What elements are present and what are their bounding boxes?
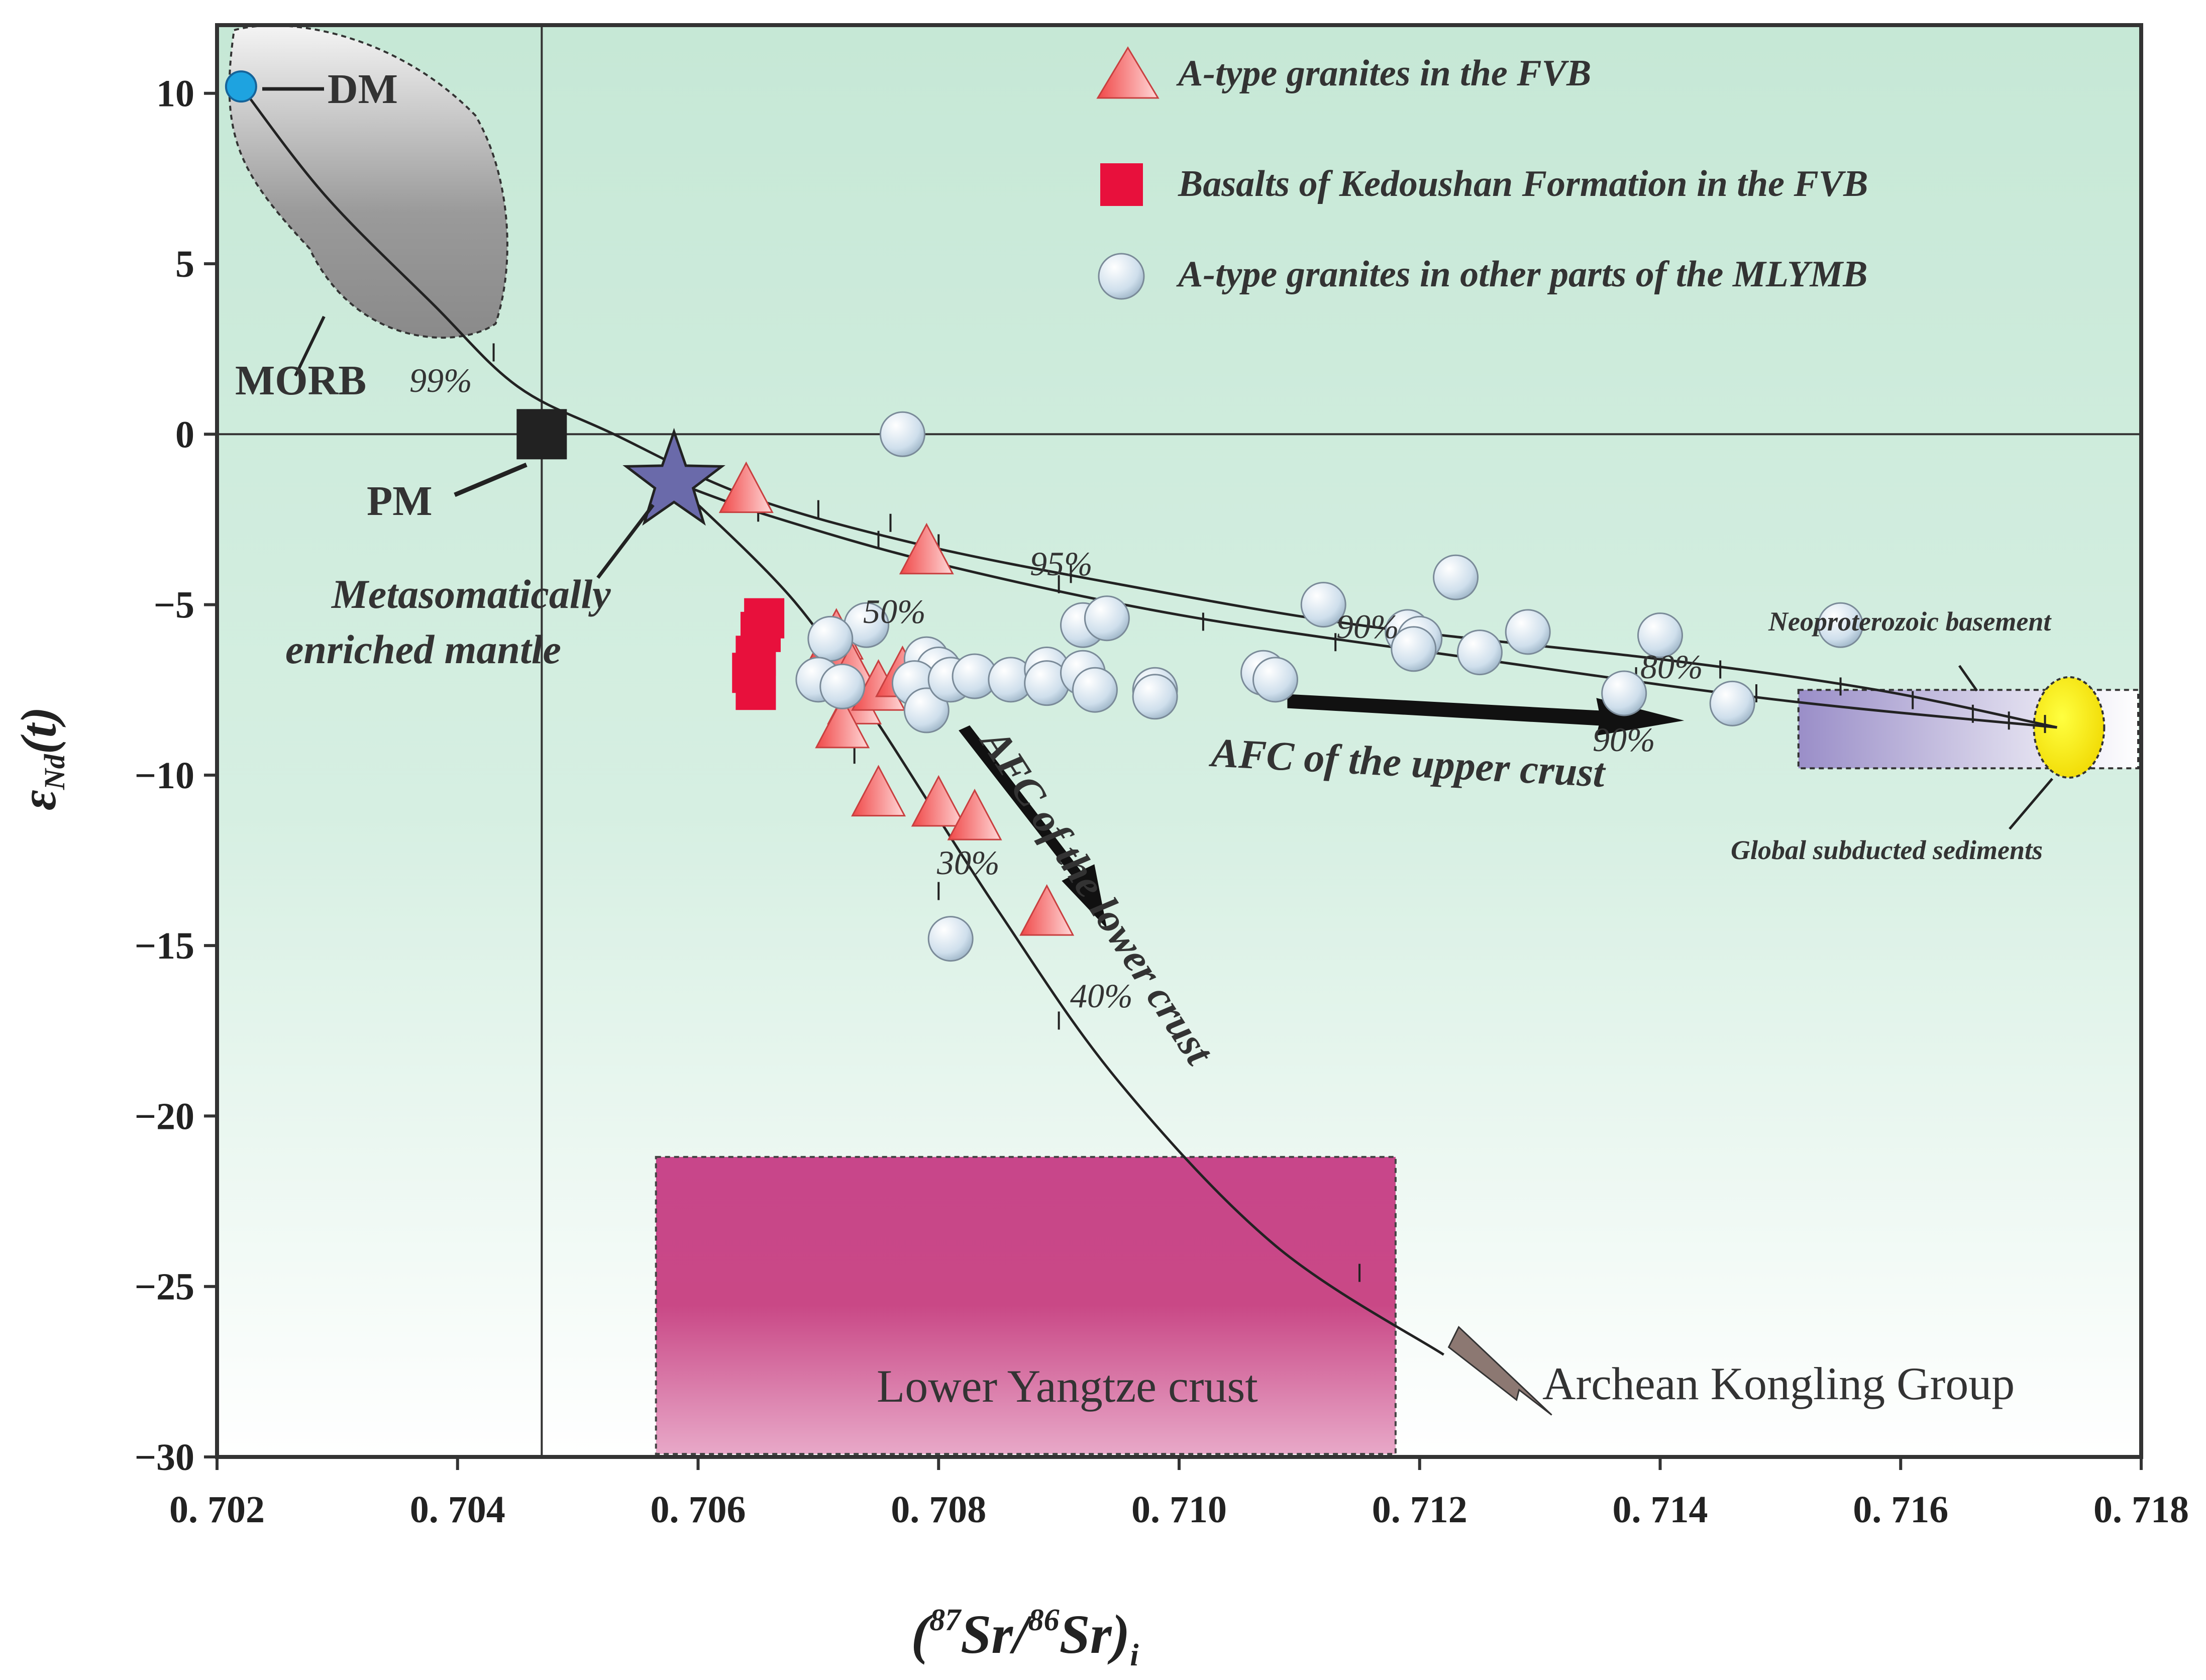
triangle-point-11 bbox=[947, 788, 1002, 841]
x-tick-label-7: 0. 716 bbox=[1853, 1489, 1948, 1531]
mixing-curve-2 bbox=[673, 481, 1444, 1356]
morb-leader bbox=[294, 316, 326, 377]
x-axis-title: (87Sr/86Sr)i bbox=[911, 1603, 1138, 1672]
kongling-arrow bbox=[1447, 1325, 1552, 1416]
circle-point-26 bbox=[1433, 554, 1479, 600]
legend-square-icon bbox=[1100, 163, 1143, 206]
pct-90a: 90% bbox=[1336, 607, 1399, 646]
kongling-label: Archean Kongling Group bbox=[1542, 1358, 2015, 1409]
global-subducted-sediments-field bbox=[2033, 676, 2106, 779]
x-tick-label-2: 0. 706 bbox=[651, 1489, 746, 1531]
circle-point-22 bbox=[1300, 582, 1346, 628]
pct-50: 50% bbox=[863, 592, 926, 631]
y-tick-label-8: −30 bbox=[135, 1436, 194, 1479]
morb-field bbox=[228, 24, 508, 339]
y-tick-label-2: 0 bbox=[175, 413, 194, 456]
pct-99: 99% bbox=[409, 361, 472, 399]
sediments-label: Global subducted sediments bbox=[1731, 835, 2043, 865]
y-axis-title: εNd(t) bbox=[11, 707, 71, 810]
triangle-point-9 bbox=[851, 765, 906, 817]
triangle-point-8 bbox=[815, 696, 870, 749]
axes: 0. 702 0. 704 0. 706 0. 708 0. 710 0. 712 0. 7… bbox=[135, 73, 2189, 1531]
legend-label-circle: A-type granites in other parts of the ML… bbox=[1176, 254, 1868, 295]
y-tick-label-4: −10 bbox=[135, 755, 194, 797]
pm-point bbox=[516, 409, 567, 460]
pct-30: 30% bbox=[936, 844, 1000, 882]
y-tick-label-0: 10 bbox=[156, 73, 194, 115]
circle-point-8 bbox=[903, 687, 950, 733]
dm-point bbox=[225, 70, 257, 103]
mixing-curve-1 bbox=[673, 480, 2057, 729]
pm-label: PM bbox=[367, 478, 433, 524]
circle-point-21 bbox=[1252, 657, 1298, 703]
meta-label-2: enriched mantle bbox=[285, 626, 561, 672]
end-members bbox=[225, 70, 725, 526]
x-tick-label-6: 0. 714 bbox=[1613, 1489, 1708, 1531]
y-tick-label-3: −5 bbox=[154, 584, 194, 626]
lower-yangtze-label: Lower Yangtze crust bbox=[877, 1360, 1258, 1412]
dm-label: DM bbox=[328, 66, 398, 113]
x-tick-label-5: 0. 712 bbox=[1372, 1489, 1467, 1531]
square-point-4 bbox=[736, 670, 776, 710]
meta-leader bbox=[596, 503, 655, 579]
circle-point-17 bbox=[1084, 595, 1130, 642]
circle-point-19 bbox=[1132, 674, 1178, 720]
circle-point-30 bbox=[1637, 612, 1683, 659]
pct-90b: 90% bbox=[1593, 720, 1655, 759]
sediments-leader bbox=[2009, 778, 2053, 830]
circle-point-27 bbox=[1456, 629, 1503, 676]
x-tick-label-3: 0. 708 bbox=[891, 1489, 986, 1531]
x-tick-label-0: 0. 702 bbox=[169, 1489, 265, 1531]
fields-layer bbox=[228, 24, 2139, 1455]
circle-point-4 bbox=[819, 663, 866, 709]
circle-point-25 bbox=[1391, 626, 1437, 672]
x-tick-label-1: 0. 704 bbox=[410, 1489, 505, 1531]
enriched-mantle-star bbox=[622, 428, 725, 526]
legend: A-type granites in the FVB Basalts of Ke… bbox=[1096, 46, 1868, 300]
pct-40: 40% bbox=[1070, 977, 1133, 1015]
lower-yangtze-crust-field bbox=[655, 1156, 1397, 1455]
legend-label-triangle: A-type granites in the FVB bbox=[1176, 53, 1591, 94]
legend-circle-icon bbox=[1098, 253, 1145, 300]
morb-label: MORB bbox=[235, 357, 366, 404]
legend-label-square: Basalts of Kedoushan Formation in the FV… bbox=[1178, 163, 1868, 204]
x-axis-title-text: (87Sr/86Sr)i bbox=[911, 1603, 1138, 1672]
afc-upper-arrow bbox=[1287, 694, 1685, 736]
circle-point-2 bbox=[807, 615, 854, 662]
neo-label: Neoproterozoic basement bbox=[1768, 606, 2052, 637]
pm-leader bbox=[454, 462, 528, 497]
legend-triangle-icon bbox=[1096, 46, 1160, 99]
triangle-point-1 bbox=[899, 522, 954, 575]
circle-point-15 bbox=[1072, 667, 1118, 713]
y-tick-label-7: −25 bbox=[135, 1266, 194, 1308]
afc-arrows bbox=[959, 694, 1685, 1416]
circle-point-33 bbox=[927, 916, 974, 962]
circle-point-29 bbox=[1601, 670, 1647, 716]
circle-point-0 bbox=[879, 411, 925, 457]
y-tick-label-5: −15 bbox=[135, 925, 194, 967]
circle-point-28 bbox=[1505, 609, 1551, 655]
y-tick-label-1: 5 bbox=[175, 243, 194, 285]
y-axis-title-text: εNd(t) bbox=[11, 707, 71, 810]
triangle-point-0 bbox=[718, 461, 774, 513]
pct-95: 95% bbox=[1030, 545, 1093, 583]
triangle-point-12 bbox=[1019, 884, 1075, 936]
pct-80: 80% bbox=[1640, 648, 1703, 686]
data-points bbox=[718, 411, 1864, 962]
neo-box-leader bbox=[1958, 665, 1978, 692]
meta-label-1: Metasomatically bbox=[331, 571, 611, 617]
afc-lower-arrow bbox=[959, 725, 1107, 929]
y-tick-label-6: −20 bbox=[135, 1095, 194, 1137]
x-tick-label-4: 0. 710 bbox=[1131, 1489, 1227, 1531]
circle-point-31 bbox=[1709, 680, 1755, 726]
x-tick-label-8: 0. 718 bbox=[2093, 1489, 2189, 1531]
triangle-point-10 bbox=[911, 775, 966, 827]
circle-point-32 bbox=[1818, 602, 1864, 648]
